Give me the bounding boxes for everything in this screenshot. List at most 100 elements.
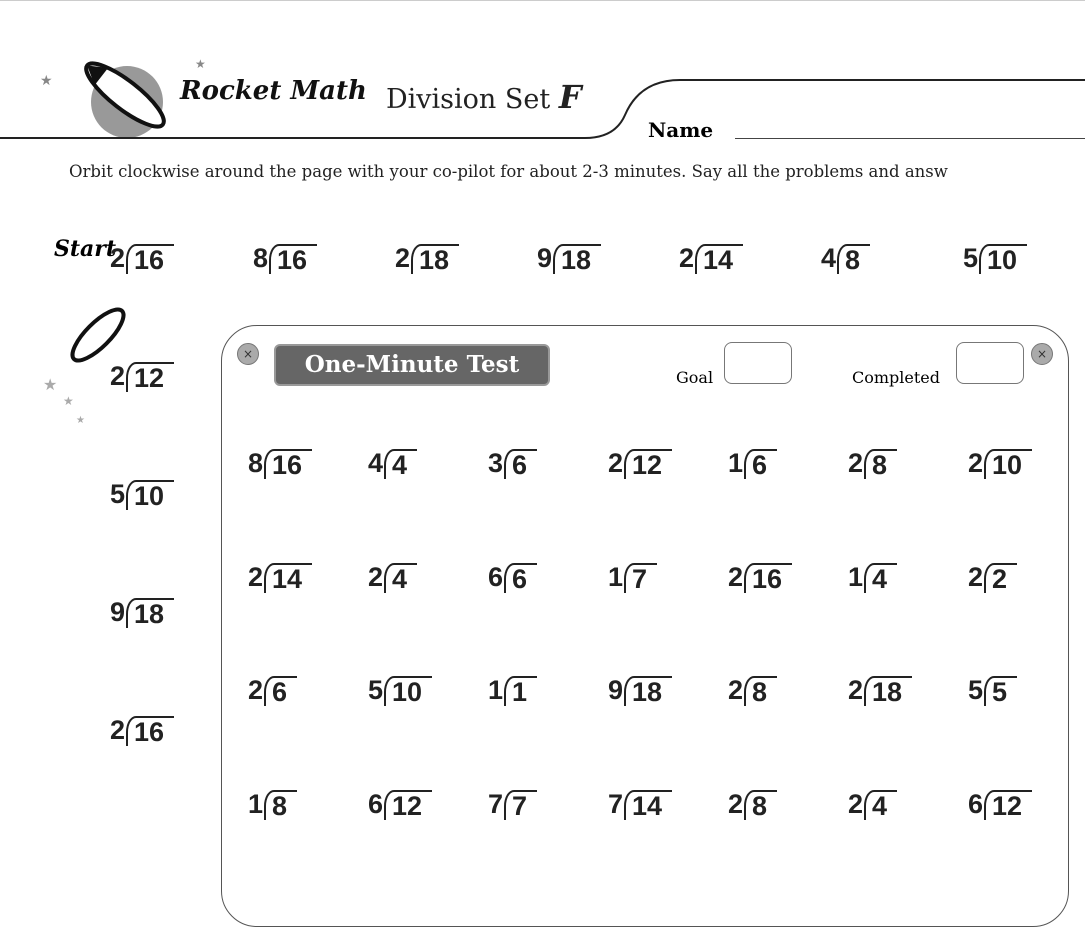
dividend: 10 bbox=[126, 480, 175, 510]
division-problem: 5 10 bbox=[368, 674, 433, 706]
divisor: 9 bbox=[110, 597, 126, 627]
divisor: 6 bbox=[968, 789, 984, 819]
divisor: 6 bbox=[368, 789, 384, 819]
divisor: 1 bbox=[608, 562, 624, 592]
svg-text:★: ★ bbox=[63, 394, 74, 408]
divisor: 2 bbox=[110, 715, 126, 745]
divisor: 2 bbox=[368, 562, 384, 592]
divisor: 1 bbox=[488, 675, 504, 705]
divisor: 2 bbox=[848, 789, 864, 819]
divisor: 2 bbox=[248, 562, 264, 592]
instructions: Orbit clockwise around the page with you… bbox=[69, 162, 948, 181]
divisor: 2 bbox=[728, 789, 744, 819]
divisor: 2 bbox=[110, 243, 126, 273]
dividend: 7 bbox=[504, 790, 538, 820]
dividend: 16 bbox=[744, 563, 793, 593]
divisor: 2 bbox=[248, 675, 264, 705]
dividend: 10 bbox=[984, 449, 1033, 479]
divisor: 1 bbox=[848, 562, 864, 592]
svg-text:★: ★ bbox=[195, 57, 206, 71]
goal-label: Goal bbox=[676, 368, 714, 387]
dividend: 12 bbox=[984, 790, 1033, 820]
dividend: 6 bbox=[504, 563, 538, 593]
divisor: 2 bbox=[608, 448, 624, 478]
dividend: 6 bbox=[504, 449, 538, 479]
dividend: 2 bbox=[984, 563, 1018, 593]
rocket-logo: ★★ bbox=[40, 57, 206, 138]
dividend: 7 bbox=[624, 563, 658, 593]
one-minute-test-panel: × × One-Minute Test Goal Completed bbox=[221, 325, 1069, 927]
dividend: 12 bbox=[624, 449, 673, 479]
completed-input[interactable] bbox=[956, 342, 1024, 384]
division-problem: 8 16 bbox=[253, 242, 318, 274]
dividend: 18 bbox=[411, 244, 460, 274]
divisor: 5 bbox=[963, 243, 979, 273]
division-problem: 2 12 bbox=[608, 447, 673, 479]
dividend: 4 bbox=[384, 449, 418, 479]
name-field[interactable] bbox=[735, 138, 1085, 139]
dividend: 1 bbox=[504, 676, 538, 706]
set-letter: F bbox=[558, 78, 582, 116]
divisor: 2 bbox=[395, 243, 411, 273]
divisor: 2 bbox=[968, 448, 984, 478]
page-title: Division Set F bbox=[386, 78, 582, 116]
division-problem: 2 16 bbox=[110, 242, 175, 274]
dividend: 18 bbox=[624, 676, 673, 706]
dividend: 14 bbox=[624, 790, 673, 820]
dividend: 8 bbox=[864, 449, 898, 479]
dividend: 8 bbox=[264, 790, 298, 820]
divisor: 1 bbox=[728, 448, 744, 478]
division-problem: 2 18 bbox=[848, 674, 913, 706]
dividend: 12 bbox=[384, 790, 433, 820]
division-problem: 9 18 bbox=[608, 674, 673, 706]
header-line bbox=[0, 79, 1085, 139]
divisor: 7 bbox=[488, 789, 504, 819]
goal-input[interactable] bbox=[724, 342, 792, 384]
dividend: 6 bbox=[744, 449, 778, 479]
division-problem: 6 12 bbox=[968, 788, 1033, 820]
division-problem: 8 16 bbox=[248, 447, 313, 479]
divisor: 3 bbox=[488, 448, 504, 478]
dividend: 16 bbox=[126, 244, 175, 274]
dividend: 4 bbox=[864, 563, 898, 593]
dividend: 10 bbox=[384, 676, 433, 706]
divisor: 2 bbox=[968, 562, 984, 592]
dividend: 4 bbox=[864, 790, 898, 820]
divisor: 2 bbox=[679, 243, 695, 273]
dividend: 8 bbox=[837, 244, 871, 274]
divisor: 2 bbox=[728, 562, 744, 592]
dividend: 6 bbox=[264, 676, 298, 706]
svg-text:★: ★ bbox=[76, 415, 85, 426]
division-problem: 5 10 bbox=[963, 242, 1028, 274]
svg-text:★: ★ bbox=[43, 375, 57, 394]
division-problem: 2 16 bbox=[728, 561, 793, 593]
test-title-badge: One-Minute Test bbox=[274, 344, 550, 386]
dividend: 8 bbox=[744, 790, 778, 820]
title-text: Division Set bbox=[386, 84, 551, 115]
division-problem: 2 12 bbox=[110, 360, 175, 392]
svg-text:★: ★ bbox=[40, 73, 53, 89]
divisor: 4 bbox=[368, 448, 384, 478]
divisor: 8 bbox=[253, 243, 269, 273]
division-problem: 6 12 bbox=[368, 788, 433, 820]
divisor: 2 bbox=[110, 361, 126, 391]
dividend: 14 bbox=[264, 563, 313, 593]
brand-logo-text: Rocket Math bbox=[180, 76, 367, 106]
divisor: 5 bbox=[110, 479, 126, 509]
division-problem: 2 18 bbox=[395, 242, 460, 274]
